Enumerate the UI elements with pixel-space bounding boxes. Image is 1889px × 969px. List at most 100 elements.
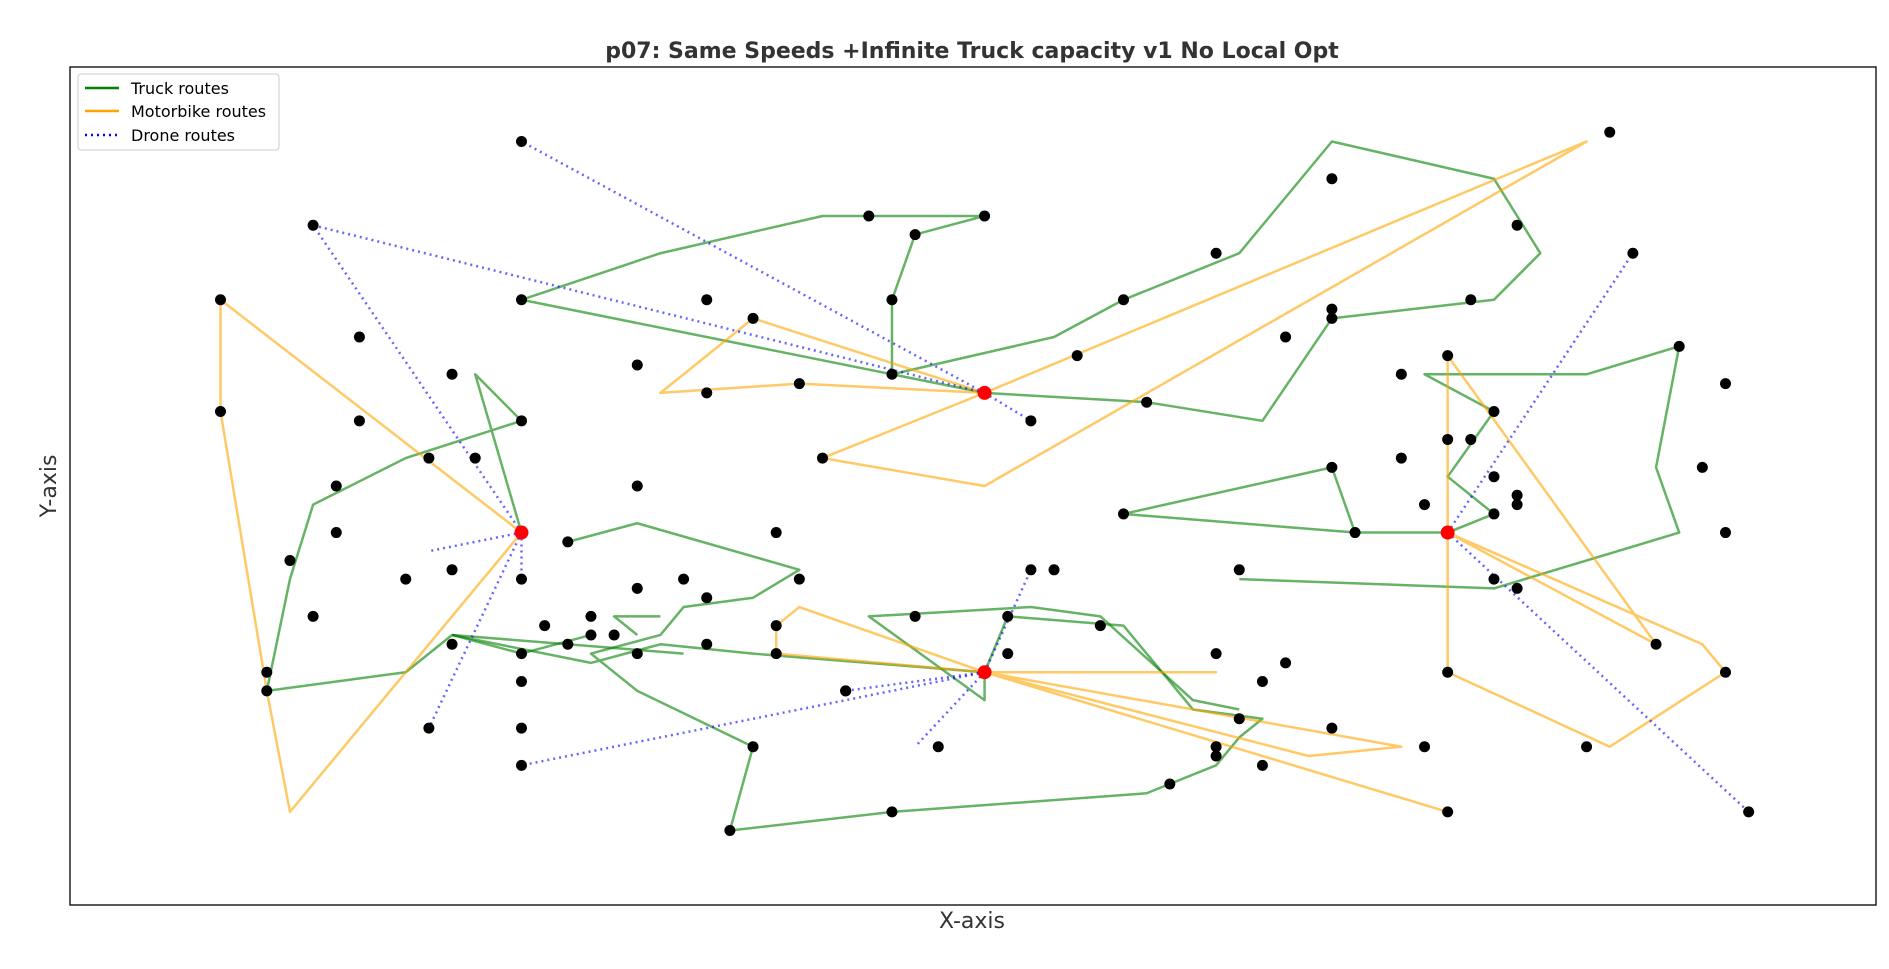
customer-point bbox=[1025, 564, 1037, 576]
drone-route bbox=[1446, 531, 1750, 813]
customer-point bbox=[516, 676, 527, 688]
customer-point bbox=[1210, 247, 1222, 259]
legend-truck-label: Truck routes bbox=[130, 79, 229, 98]
customer-point bbox=[701, 592, 713, 604]
y-axis-label: Y-axis bbox=[37, 455, 62, 519]
customer-point bbox=[1720, 527, 1731, 539]
motorbike-route bbox=[1446, 354, 1727, 748]
customer-point bbox=[446, 564, 458, 576]
customer-point bbox=[516, 573, 527, 585]
customer-point bbox=[1164, 778, 1176, 790]
customer-point bbox=[1442, 666, 1454, 678]
customer-point bbox=[1511, 219, 1523, 231]
customer-point bbox=[1118, 508, 1129, 520]
customer-point bbox=[701, 387, 713, 399]
drone-route bbox=[427, 532, 523, 729]
customer-point bbox=[330, 480, 342, 492]
customer-point bbox=[1650, 638, 1662, 650]
drone-route bbox=[521, 670, 985, 767]
drone-route bbox=[983, 391, 1032, 422]
truck-route bbox=[612, 615, 661, 636]
customer-point bbox=[539, 620, 551, 632]
customer-point bbox=[1488, 406, 1500, 418]
drone-routes-layer bbox=[312, 140, 1750, 813]
customer-point bbox=[631, 359, 643, 371]
customer-point bbox=[1465, 433, 1477, 445]
customer-point bbox=[1141, 396, 1153, 408]
customer-point bbox=[1511, 499, 1523, 511]
drone-route bbox=[312, 224, 985, 395]
customer-point bbox=[446, 638, 458, 650]
customer-point bbox=[886, 806, 898, 818]
customer-point bbox=[1511, 582, 1523, 594]
customer-point bbox=[516, 135, 527, 147]
customer-point bbox=[516, 648, 527, 660]
customer-point bbox=[1604, 126, 1616, 138]
customer-point bbox=[770, 620, 782, 632]
customer-point bbox=[1743, 806, 1755, 818]
legend-frame bbox=[77, 73, 280, 151]
customer-point bbox=[1071, 350, 1083, 362]
customer-point bbox=[469, 452, 481, 464]
customer-point bbox=[1233, 713, 1245, 725]
customer-point bbox=[1442, 350, 1454, 362]
customer-point bbox=[631, 480, 643, 492]
drone-route bbox=[914, 671, 986, 748]
customer-point bbox=[1488, 471, 1500, 483]
depot-point bbox=[977, 385, 992, 400]
depot-point bbox=[1440, 525, 1455, 540]
truck-route bbox=[1122, 466, 1448, 534]
customer-point bbox=[1465, 294, 1477, 306]
customer-point bbox=[215, 406, 226, 418]
customer-point bbox=[1210, 750, 1222, 762]
customer-point bbox=[886, 368, 898, 380]
customer-point bbox=[631, 582, 643, 594]
customer-point bbox=[516, 294, 527, 306]
customer-point bbox=[1233, 564, 1245, 576]
customer-point bbox=[793, 573, 805, 585]
customer-point bbox=[1696, 461, 1708, 473]
customer-point bbox=[1118, 294, 1129, 306]
customer-point bbox=[1002, 648, 1014, 660]
customer-point bbox=[1442, 433, 1454, 445]
customer-point bbox=[909, 610, 921, 622]
customer-point bbox=[840, 685, 852, 697]
x-axis-label: X-axis bbox=[939, 909, 1005, 934]
drone-route bbox=[428, 531, 522, 553]
legend: Truck routes Motorbike routes Drone rout… bbox=[77, 73, 280, 151]
truck-routes-layer bbox=[265, 140, 1681, 832]
customer-point bbox=[1256, 759, 1268, 771]
customer-point bbox=[1627, 247, 1639, 259]
customer-point bbox=[1210, 741, 1222, 753]
customer-point bbox=[1419, 499, 1430, 511]
customer-point bbox=[1720, 666, 1731, 678]
customer-point bbox=[1581, 741, 1593, 753]
motorbike-route bbox=[821, 140, 1588, 488]
customer-point bbox=[909, 229, 921, 241]
customer-point bbox=[1094, 620, 1106, 632]
customer-point bbox=[284, 554, 296, 566]
customer-point bbox=[817, 452, 828, 464]
customer-point bbox=[1488, 573, 1500, 585]
customer-point bbox=[1002, 610, 1014, 622]
customer-point bbox=[1326, 722, 1338, 734]
customer-point bbox=[608, 629, 620, 641]
customer-point bbox=[1326, 312, 1338, 324]
customer-point bbox=[1280, 331, 1292, 343]
customer-point bbox=[562, 536, 574, 548]
chart-title: p07: Same Speeds +Infinite Truck capacit… bbox=[605, 39, 1339, 64]
customer-point bbox=[516, 415, 527, 427]
customer-point bbox=[979, 210, 991, 222]
legend-drone-label: Drone routes bbox=[131, 126, 235, 145]
depot-point bbox=[977, 665, 992, 680]
customer-point bbox=[1025, 415, 1037, 427]
customer-point bbox=[1673, 340, 1685, 352]
customer-point bbox=[631, 648, 643, 660]
customer-point bbox=[770, 527, 782, 539]
customer-point bbox=[1256, 676, 1268, 688]
customer-point bbox=[261, 666, 273, 678]
customer-point bbox=[1280, 657, 1292, 669]
customer-point bbox=[886, 294, 898, 306]
customer-point bbox=[1349, 527, 1361, 539]
